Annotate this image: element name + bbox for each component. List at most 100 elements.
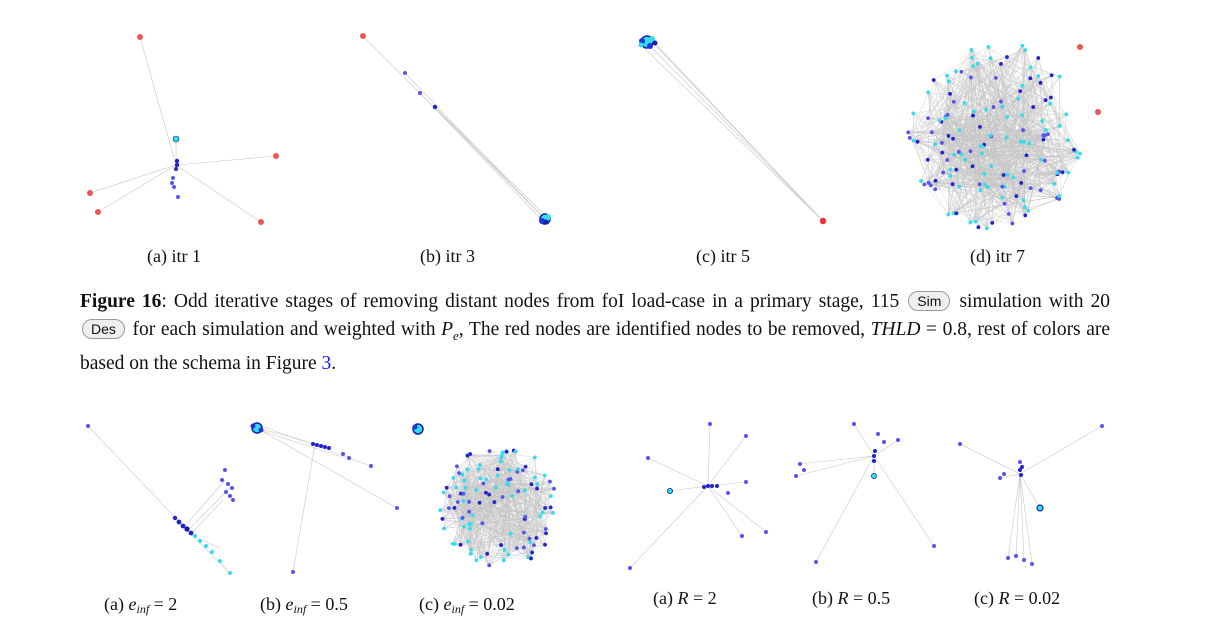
subcaption-r-0.5: (b) R = 0.5 xyxy=(812,588,891,608)
network-node xyxy=(926,180,931,185)
network-node xyxy=(1075,155,1080,160)
network-edge xyxy=(990,135,1069,141)
network-edge xyxy=(463,526,490,566)
network-edge xyxy=(941,116,1008,122)
network-node xyxy=(1055,171,1060,175)
network-edge xyxy=(1038,75,1075,150)
network-plot xyxy=(86,424,235,575)
network-edge xyxy=(949,93,971,223)
network-edge xyxy=(478,469,508,484)
network-plot xyxy=(250,422,399,574)
network-node xyxy=(1020,83,1025,88)
network-edge xyxy=(494,488,555,503)
dense-cluster xyxy=(539,213,551,225)
network-edge xyxy=(454,469,510,545)
network-node xyxy=(1021,140,1026,144)
network-node xyxy=(988,133,993,138)
network-node xyxy=(484,490,488,495)
network-node xyxy=(928,183,933,188)
network-edge xyxy=(972,65,1025,143)
network-node xyxy=(939,141,944,145)
network-edge xyxy=(1022,115,1063,173)
network-edge xyxy=(448,493,462,509)
network-edge xyxy=(501,457,511,480)
network-edge xyxy=(959,146,983,187)
network-edge xyxy=(927,71,962,119)
network-edge xyxy=(942,85,1023,153)
network-edge xyxy=(522,470,546,509)
network-node xyxy=(527,536,532,541)
network-node xyxy=(532,455,537,460)
network-node xyxy=(530,550,534,555)
network-edge xyxy=(1028,135,1045,211)
network-node xyxy=(500,450,505,455)
network-edge xyxy=(460,501,470,545)
network-edge xyxy=(1006,56,1046,161)
network-edge xyxy=(442,507,455,520)
network-plot xyxy=(360,33,551,225)
network-node xyxy=(929,130,934,135)
network-node xyxy=(954,167,959,172)
network-edge xyxy=(506,451,543,513)
network-node xyxy=(481,481,486,486)
network-edge xyxy=(454,528,546,545)
network-edge xyxy=(1051,75,1063,173)
network-node xyxy=(1043,98,1048,103)
network-node xyxy=(971,64,975,68)
network-node xyxy=(500,495,505,499)
network-node xyxy=(523,488,527,493)
network-node xyxy=(999,62,1003,66)
network-edge xyxy=(1040,82,1043,121)
network-node xyxy=(926,116,930,121)
network-node xyxy=(504,449,509,454)
network-edge xyxy=(486,479,509,555)
network-edge xyxy=(955,71,987,110)
network-edge xyxy=(978,141,1025,228)
network-edge xyxy=(953,174,1008,214)
math-pe: Pe xyxy=(441,319,459,343)
network-edge xyxy=(471,516,541,550)
network-edge xyxy=(504,481,551,551)
network-edge xyxy=(980,91,1021,147)
network-edge xyxy=(961,56,1008,72)
network-node xyxy=(548,479,552,484)
network-node xyxy=(1001,173,1006,177)
network-node xyxy=(438,508,443,513)
network-edge xyxy=(927,118,962,155)
figure-ref-link[interactable]: 3 xyxy=(321,352,332,374)
network-edge xyxy=(953,49,1026,102)
network-edge xyxy=(458,472,473,516)
network-edge xyxy=(440,487,466,511)
network-node xyxy=(1005,115,1010,119)
network-node xyxy=(1020,113,1025,118)
network-edge xyxy=(540,507,551,517)
network-node xyxy=(1028,186,1033,191)
network-node xyxy=(946,212,951,217)
network-node xyxy=(946,134,951,138)
network-node xyxy=(487,563,492,568)
network-edge xyxy=(467,455,502,470)
network-edge xyxy=(460,538,530,546)
network-node xyxy=(1005,55,1009,59)
network-edge xyxy=(979,114,1067,185)
network-node xyxy=(990,221,995,225)
network-edge xyxy=(964,78,1031,104)
network-edge xyxy=(463,479,509,502)
network-edge xyxy=(921,180,1031,189)
network-edge xyxy=(950,151,971,177)
network-edge xyxy=(480,478,532,559)
graph-einf-0.5 xyxy=(245,418,405,578)
network-edge xyxy=(984,67,1031,145)
network-edge xyxy=(927,159,1022,184)
network-node xyxy=(457,471,461,475)
node-cloud xyxy=(438,448,556,568)
network-edge xyxy=(1013,75,1039,178)
network-edge xyxy=(928,142,943,183)
network-node xyxy=(985,185,990,189)
network-edge xyxy=(1050,75,1052,98)
network-edge xyxy=(489,469,510,566)
network-edge xyxy=(980,146,1008,175)
network-edge xyxy=(1000,85,1023,102)
network-node xyxy=(1064,112,1069,117)
network-edge xyxy=(489,450,535,458)
